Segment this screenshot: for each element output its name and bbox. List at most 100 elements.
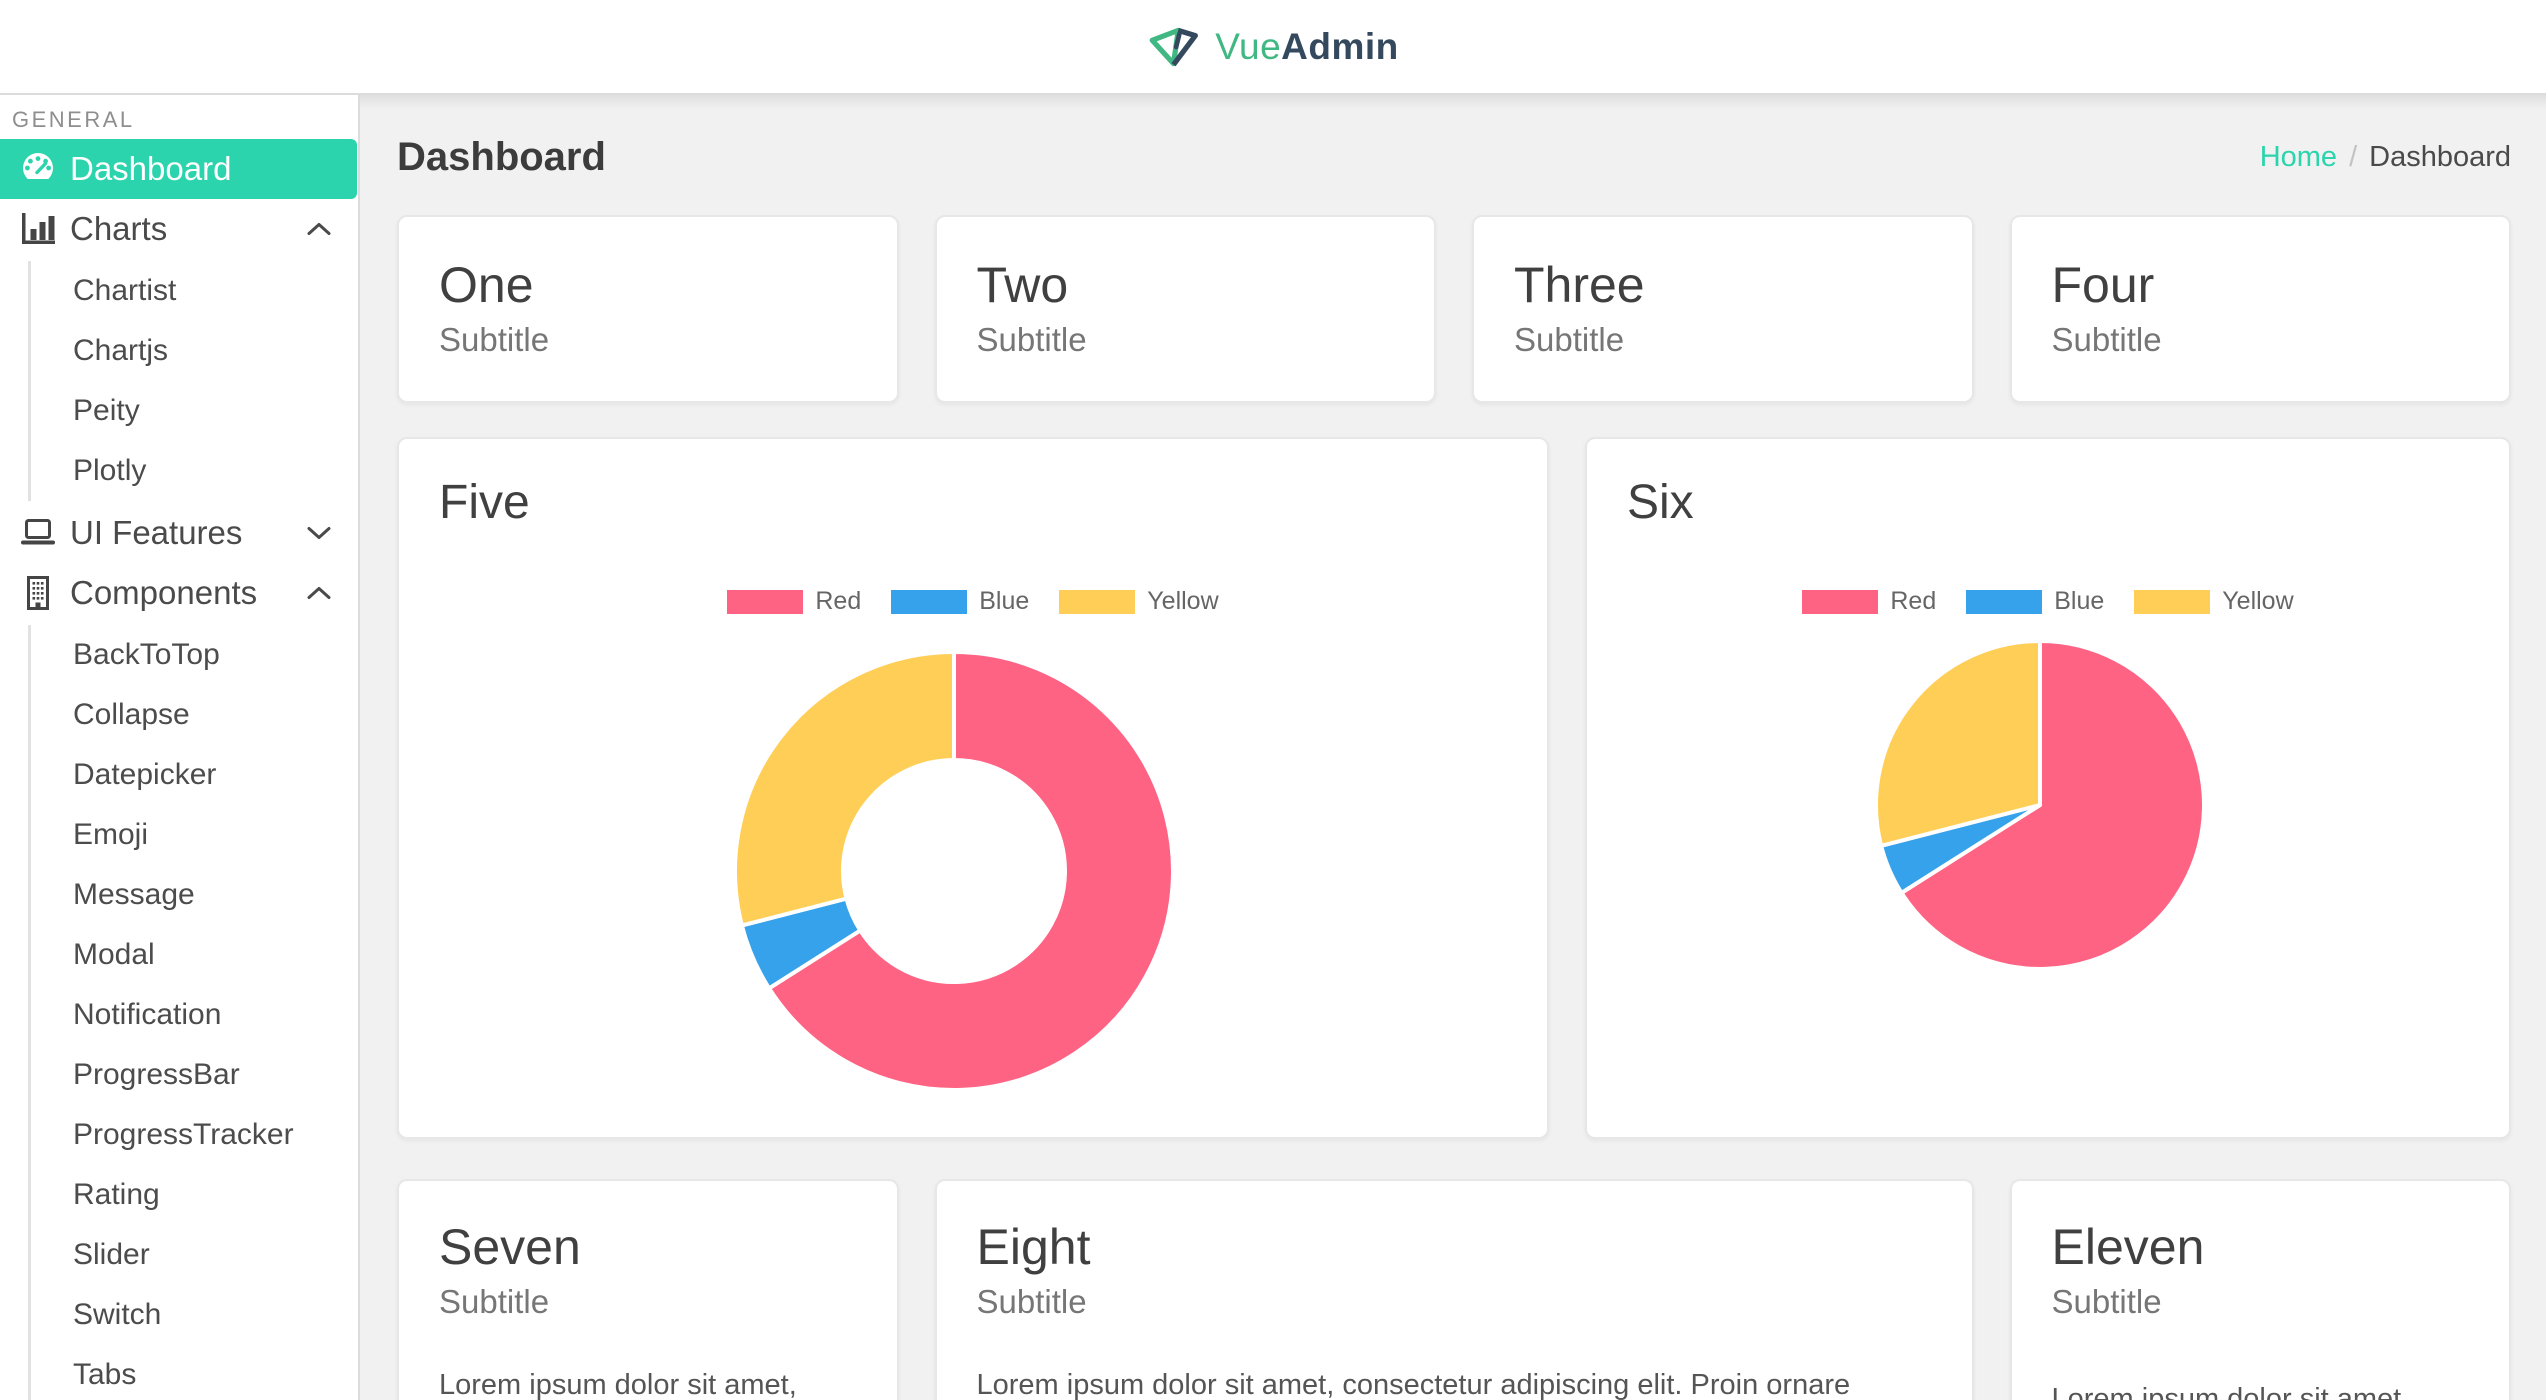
sidebar-item-ui-features[interactable]: UI Features [0, 503, 358, 563]
chart-segment-yellow[interactable] [733, 650, 956, 928]
tile-body-text: Lorem ipsum dolor sit amet, consectetur … [976, 1369, 1851, 1400]
sidebar-subitem-tabs[interactable]: Tabs [73, 1358, 137, 1391]
sidebar-subitem-progressbar[interactable]: ProgressBar [73, 1058, 240, 1091]
tiles-row-1: One Subtitle Two Subtitle Three Subtitle… [397, 215, 2511, 403]
legend-swatch [727, 589, 804, 614]
tile-subtitle: Subtitle [2051, 1283, 2162, 1320]
sidebar-subitem-switch[interactable]: Switch [73, 1298, 162, 1331]
sidebar-item-label: Components [70, 574, 258, 611]
doughnut-chart-card: Five Red Blue Yellow [397, 437, 1549, 1139]
sidebar-item-label: Charts [70, 210, 168, 247]
legend-item-blue[interactable]: Blue [891, 587, 1029, 616]
chevron-up-icon [306, 586, 332, 601]
sidebar-subitem-plotly[interactable]: Plotly [73, 454, 147, 487]
top-navbar: VueAdmin [0, 0, 2546, 95]
pie-chart-card: Six Red Blue Yellow [1585, 437, 2511, 1139]
brand-text: VueAdmin [1215, 26, 1399, 68]
tile-subtitle: Subtitle [976, 1283, 1087, 1320]
sidebar-item-components[interactable]: Components [0, 563, 358, 623]
tile-subtitle: Subtitle [1514, 321, 1625, 358]
pie-chart-svg [1873, 639, 2206, 971]
chart-segment-red[interactable] [1899, 639, 2206, 971]
sidebar-item-dashboard[interactable]: Dashboard [0, 139, 357, 199]
legend-label: Yellow [1147, 587, 1219, 615]
legend-item-blue[interactable]: Blue [1966, 587, 2104, 616]
tile-title: Seven [439, 1219, 581, 1275]
tile-title: Eight [976, 1219, 1091, 1275]
tile-body-text: Lorem ipsum dolor sit amet, consectetur … [439, 1369, 797, 1400]
sidebar-item-charts[interactable]: Charts [0, 199, 358, 259]
sidebar-subitem-collapse[interactable]: Collapse [73, 698, 190, 731]
sidebar-section-label: GENERAL [12, 107, 135, 132]
chart-legend: Red Blue Yellow [399, 587, 1547, 616]
sidebar-subitem-datepicker[interactable]: Datepicker [73, 758, 217, 791]
sidebar-subitem-modal[interactable]: Modal [73, 938, 155, 971]
tile-title: Eleven [2051, 1219, 2205, 1275]
chart-legend: Red Blue Yellow [1587, 587, 2509, 616]
sidebar-subitem-slider[interactable]: Slider [73, 1238, 150, 1271]
page-header: Dashboard Home / Dashboard [397, 131, 2511, 183]
legend-swatch [2134, 589, 2211, 614]
gauge-icon [18, 151, 58, 187]
legend-item-red[interactable]: Red [1802, 587, 1936, 616]
legend-swatch [1966, 589, 2043, 614]
sidebar-subitem-chartjs[interactable]: Chartjs [73, 334, 169, 367]
tile-subtitle: Subtitle [976, 321, 1087, 358]
legend-item-red[interactable]: Red [727, 587, 861, 616]
legend-item-yellow[interactable]: Yellow [2134, 587, 2294, 616]
breadcrumb: Home / Dashboard [2260, 141, 2511, 174]
paper-plane-logo-icon [1147, 23, 1199, 70]
tile-subtitle: Subtitle [439, 321, 550, 358]
sidebar-subitem-peity[interactable]: Peity [73, 394, 140, 427]
brand-logo[interactable]: VueAdmin [1147, 23, 1399, 70]
breadcrumb-home-link[interactable]: Home [2259, 140, 2338, 173]
tile-title: Three [1514, 257, 1645, 313]
sidebar-subitem-progresstracker[interactable]: ProgressTracker [73, 1118, 294, 1151]
building-icon [18, 574, 58, 612]
legend-label: Yellow [2222, 587, 2294, 615]
chevron-down-icon [306, 526, 332, 541]
sidebar-subitem-backtotop[interactable]: BackToTop [73, 638, 220, 671]
sidebar: GENERAL Dashboard [0, 95, 360, 1400]
tile-title: Two [976, 257, 1069, 313]
tile-two: Two Subtitle [934, 215, 1436, 403]
chart-title: Five [439, 476, 530, 529]
chart-title: Six [1627, 476, 1694, 529]
doughnut-chart-svg [733, 650, 1175, 1092]
tile-three: Three Subtitle [1472, 215, 1974, 403]
page-title: Dashboard [397, 134, 606, 179]
tile-title: One [439, 257, 534, 313]
tile-eleven: Eleven Subtitle Lorem ipsum dolor sit am… [2009, 1179, 2511, 1400]
legend-label: Red [1890, 587, 1937, 615]
sidebar-subitem-emoji[interactable]: Emoji [73, 818, 149, 851]
legend-label: Red [815, 587, 862, 615]
breadcrumb-separator: / [2349, 140, 2358, 173]
chevron-up-icon [306, 222, 332, 237]
chart-segment-red[interactable] [767, 650, 1175, 1092]
main-content: Dashboard Home / Dashboard One Subtitle … [360, 95, 2546, 1400]
sidebar-subitem-rating[interactable]: Rating [73, 1178, 160, 1211]
legend-item-yellow[interactable]: Yellow [1059, 587, 1219, 616]
charts-submenu: Chartist Chartjs Peity Plotly [28, 261, 358, 501]
legend-label: Blue [979, 587, 1030, 615]
tile-title: Four [2051, 257, 2155, 313]
legend-swatch [1059, 589, 1136, 614]
tile-seven: Seven Subtitle Lorem ipsum dolor sit ame… [397, 1179, 899, 1400]
sidebar-subitem-notification[interactable]: Notification [73, 998, 222, 1031]
brand-text-admin: Admin [1281, 25, 1399, 67]
tile-eight: Eight Subtitle Lorem ipsum dolor sit ame… [934, 1179, 1974, 1400]
breadcrumb-current: Dashboard [2369, 140, 2511, 173]
tile-subtitle: Subtitle [2051, 321, 2162, 358]
sidebar-subitem-chartist[interactable]: Chartist [73, 274, 177, 307]
tiles-row-3: Seven Subtitle Lorem ipsum dolor sit ame… [397, 1179, 2511, 1400]
tile-subtitle: Subtitle [439, 1283, 550, 1320]
tile-one: One Subtitle [397, 215, 899, 403]
sidebar-subitem-message[interactable]: Message [73, 878, 195, 911]
chart-segment-yellow[interactable] [1873, 639, 2042, 848]
sidebar-item-label: UI Features [70, 514, 243, 551]
tile-four: Four Subtitle [2009, 215, 2511, 403]
legend-swatch [891, 589, 968, 614]
tile-body-text: Lorem ipsum dolor sit amet, consectetur … [2051, 1383, 2410, 1400]
legend-swatch [1802, 589, 1879, 614]
charts-row: Five Red Blue Yellow Six Red Blue Yellow [397, 437, 2511, 1139]
